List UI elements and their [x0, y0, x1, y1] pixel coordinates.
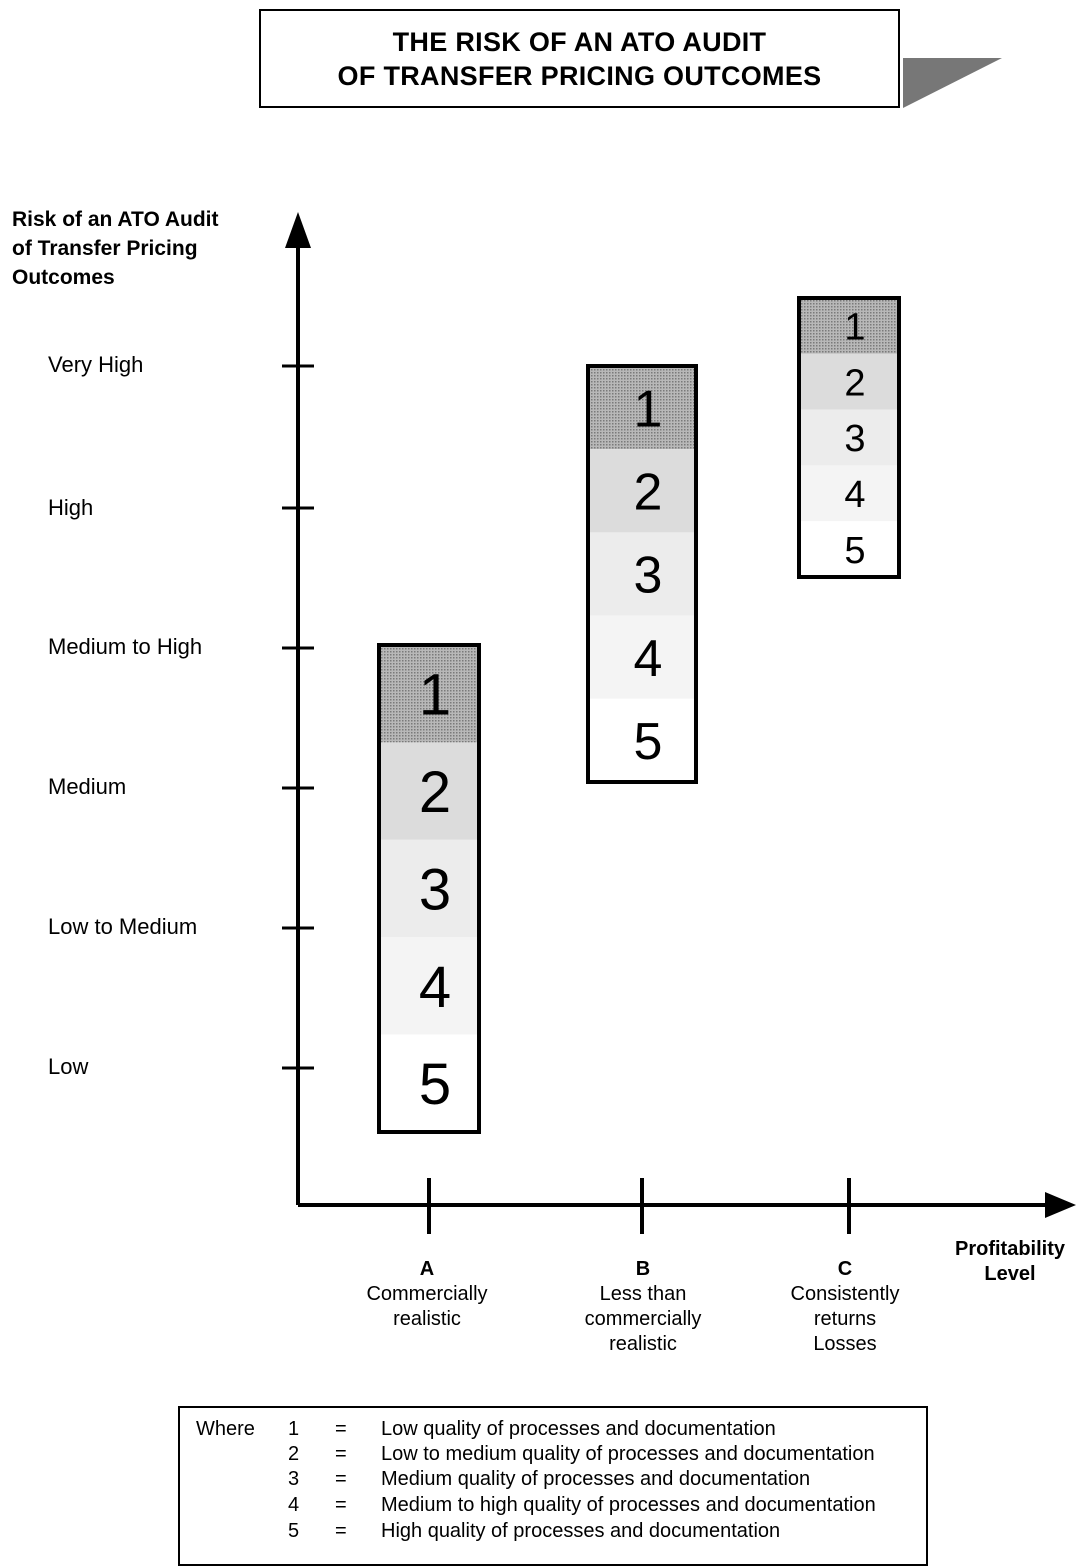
title-box: THE RISK OF AN ATO AUDIT OF TRANSFER PRI…	[259, 9, 900, 108]
legend-equals: =	[335, 1494, 347, 1516]
y-tick-medium-to-high: Medium to High	[48, 634, 203, 659]
column-c-cell-1	[799, 298, 899, 354]
y-tick-low: Low	[48, 1054, 89, 1079]
y-axis-title-line-1: Risk of an ATO Audit	[12, 208, 219, 231]
column-b-label-2: 2	[634, 464, 663, 522]
column-b-label-3: 3	[634, 547, 663, 605]
legend-num: 5	[288, 1520, 300, 1542]
column-a-cell-4	[379, 937, 479, 1035]
legend-text: Medium to high quality of processes and …	[381, 1494, 876, 1516]
x-category-b-desc-1: Less than	[599, 1283, 687, 1305]
legend-num: 1	[288, 1418, 300, 1440]
y-axis-title-line-3: Outcomes	[12, 266, 115, 289]
column-b-label-5: 5	[634, 713, 663, 771]
column-c-label-2: 2	[844, 362, 865, 404]
column-b-cell-5	[588, 698, 696, 782]
column-a-cell-5	[379, 1034, 479, 1132]
y-axis-title-line-2: of Transfer Pricing	[12, 237, 198, 260]
x-category-b: B Less than commercially realistic	[543, 1257, 743, 1357]
x-axis-title: Profitability Level	[945, 1237, 1075, 1287]
x-category-a-desc-1: Commercially	[366, 1283, 488, 1305]
legend-num: 3	[288, 1468, 300, 1490]
column-a-label-3: 3	[419, 857, 451, 922]
legend-text: Low quality of processes and documentati…	[381, 1418, 776, 1440]
y-axis-title: Risk of an ATO Audit of Transfer Pricing…	[12, 205, 219, 292]
column-b-cell-1	[588, 366, 696, 450]
y-axis-arrow	[285, 212, 311, 248]
column-b-cell-3	[588, 532, 696, 616]
legend-text: High quality of processes and documentat…	[381, 1520, 781, 1542]
legend-text: Medium quality of processes and document…	[381, 1468, 811, 1490]
legend-equals: =	[335, 1520, 347, 1542]
y-tick-medium: Medium	[48, 774, 127, 799]
column-a-label-2: 2	[419, 760, 451, 825]
x-axis-title-line-1: Profitability	[954, 1238, 1065, 1260]
column-a-label-4: 4	[419, 955, 451, 1020]
column-a-cell-2	[379, 742, 479, 840]
x-category-c-desc-3: Losses	[813, 1333, 877, 1355]
x-category-a: A Commercially realistic	[327, 1257, 527, 1332]
title-line-2: OF TRANSFER PRICING OUTCOMES	[337, 60, 822, 91]
column-b-border	[586, 364, 698, 784]
legend-where: Where	[196, 1418, 255, 1440]
x-category-b-desc-2: commercially	[584, 1308, 702, 1330]
column-b-cell-4	[588, 615, 696, 699]
x-category-a-desc-2: realistic	[393, 1308, 461, 1330]
x-category-c-letter: C	[837, 1258, 853, 1280]
column-c-cell-3	[799, 409, 899, 466]
column-a-label-1: 1	[419, 663, 451, 728]
x-axis-title-line-2: Level	[984, 1263, 1036, 1285]
column-a-cell-1	[379, 645, 479, 743]
column-c-label-3: 3	[844, 418, 865, 460]
legend-num: 2	[288, 1443, 300, 1465]
column-c-cell-5	[799, 521, 899, 577]
column-c-cell-4	[799, 465, 899, 522]
risk-columns: 1 2 3 4 5 1 2 3 4 5 1 2 3 4 5	[377, 296, 901, 1134]
column-c-label-1: 1	[844, 307, 865, 349]
title-shadow	[903, 58, 1002, 108]
legend-equals: =	[335, 1468, 347, 1490]
title-line-1: THE RISK OF AN ATO AUDIT	[392, 26, 767, 57]
column-c-label-5: 5	[844, 530, 865, 572]
legend-box: Where 1 = Low quality of processes and d…	[178, 1406, 928, 1566]
column-a-border	[377, 643, 481, 1134]
y-tick-low-to-medium: Low to Medium	[48, 914, 198, 939]
column-b-cell-2	[588, 449, 696, 533]
column-b-label-4: 4	[634, 630, 663, 688]
axes	[282, 212, 1076, 1234]
x-category-b-letter: B	[635, 1258, 651, 1280]
legend-text: Low to medium quality of processes and d…	[381, 1443, 875, 1465]
legend-equals: =	[335, 1418, 347, 1440]
x-category-c-desc-2: returns	[813, 1308, 877, 1330]
x-category-a-letter: A	[419, 1258, 435, 1280]
risk-diagram: 1 2 3 4 5 1 2 3 4 5 1 2 3 4 5	[282, 212, 1076, 1234]
column-c-label-4: 4	[844, 474, 865, 516]
x-category-c: C Consistently returns Losses	[745, 1257, 945, 1357]
legend-num: 4	[288, 1494, 300, 1516]
x-axis-arrow	[1045, 1192, 1076, 1218]
y-tick-very-high: Very High	[48, 352, 144, 377]
x-category-c-desc-1: Consistently	[790, 1283, 900, 1305]
x-category-b-desc-3: realistic	[609, 1333, 677, 1355]
column-c-border	[797, 296, 901, 579]
y-tick-high: High	[48, 495, 94, 520]
column-a-cell-3	[379, 839, 479, 938]
column-a-label-5: 5	[419, 1052, 451, 1117]
column-c-cell-2	[799, 353, 899, 410]
title-shadow-shape	[903, 58, 1002, 108]
legend-equals: =	[335, 1443, 347, 1465]
column-b-label-1: 1	[634, 380, 663, 438]
